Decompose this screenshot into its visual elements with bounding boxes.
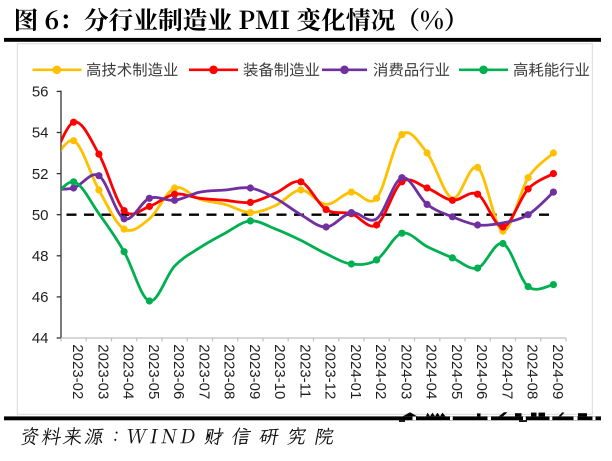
svg-text:2024-07: 2024-07 bbox=[498, 344, 515, 399]
svg-text:2024-05: 2024-05 bbox=[448, 344, 465, 399]
svg-text:2024-03: 2024-03 bbox=[397, 344, 414, 399]
svg-text:48: 48 bbox=[32, 248, 49, 265]
svg-text:2023-05: 2023-05 bbox=[145, 344, 162, 399]
svg-text:2023-11: 2023-11 bbox=[296, 344, 313, 398]
svg-text:50: 50 bbox=[32, 207, 49, 224]
svg-text:2024-08: 2024-08 bbox=[524, 344, 541, 399]
svg-text:2024-04: 2024-04 bbox=[423, 344, 440, 399]
svg-text:2024-09: 2024-09 bbox=[549, 344, 566, 399]
svg-text:2024-01: 2024-01 bbox=[347, 344, 364, 399]
svg-text:54: 54 bbox=[32, 125, 49, 142]
svg-text:56: 56 bbox=[32, 84, 49, 101]
svg-text:2023-10: 2023-10 bbox=[271, 344, 288, 399]
svg-text:44: 44 bbox=[32, 330, 49, 347]
svg-text:2023-12: 2023-12 bbox=[322, 344, 339, 399]
svg-text:2023-06: 2023-06 bbox=[170, 344, 187, 399]
svg-text:46: 46 bbox=[32, 289, 49, 306]
svg-text:2023-02: 2023-02 bbox=[69, 344, 86, 399]
svg-text:2023-03: 2023-03 bbox=[94, 344, 111, 399]
svg-text:2023-04: 2023-04 bbox=[120, 344, 137, 399]
svg-text:52: 52 bbox=[32, 166, 49, 183]
svg-text:2023-09: 2023-09 bbox=[246, 344, 263, 399]
svg-text:2023-08: 2023-08 bbox=[221, 344, 238, 399]
svg-text:2024-06: 2024-06 bbox=[473, 344, 490, 399]
svg-text:2023-07: 2023-07 bbox=[195, 344, 212, 399]
svg-text:2024-02: 2024-02 bbox=[372, 344, 389, 399]
